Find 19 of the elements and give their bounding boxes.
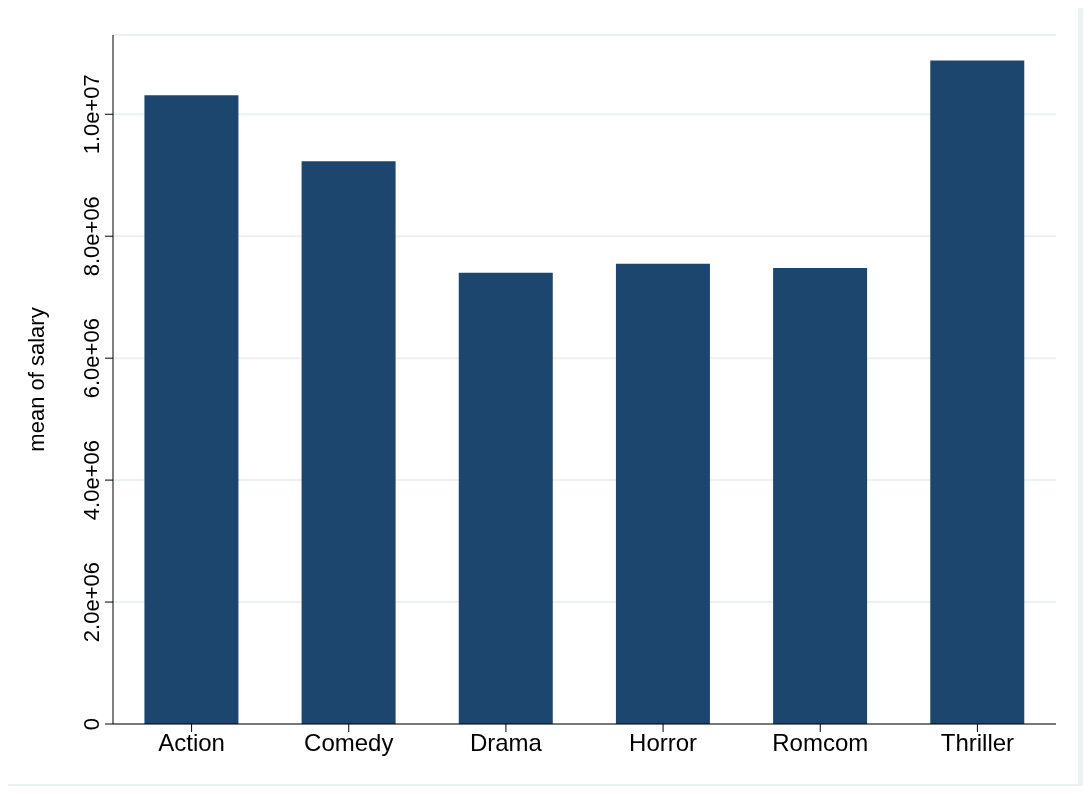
x-tick-label: Romcom — [772, 729, 869, 757]
x-tick-label: Thriller — [940, 729, 1015, 757]
bar — [144, 95, 239, 724]
bar — [930, 60, 1025, 724]
bar — [615, 263, 710, 724]
bar — [301, 161, 396, 724]
bar — [773, 267, 868, 724]
y-tick-label: 8.0e+06 — [79, 196, 104, 277]
y-tick-label: 1.0e+07 — [79, 74, 104, 155]
x-tick-label: Horror — [629, 729, 698, 757]
bar — [458, 272, 553, 724]
y-tick-label: 6.0e+06 — [79, 318, 104, 399]
x-tick-label: Comedy — [304, 729, 394, 757]
y-tick-label: 2.0e+06 — [79, 561, 104, 643]
y-axis-title: mean of salary — [23, 307, 49, 452]
x-tick-label: Action — [158, 729, 225, 757]
y-tick-label: 4.0e+06 — [79, 440, 104, 521]
y-tick-label: 0 — [79, 717, 104, 731]
x-tick-label: Drama — [469, 729, 543, 757]
